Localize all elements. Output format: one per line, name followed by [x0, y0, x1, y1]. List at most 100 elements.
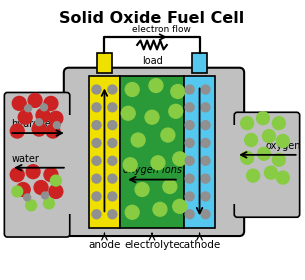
Circle shape: [46, 124, 60, 138]
Circle shape: [36, 108, 50, 122]
Circle shape: [108, 192, 117, 201]
Circle shape: [201, 103, 210, 112]
Circle shape: [108, 139, 117, 148]
Circle shape: [121, 106, 135, 120]
Circle shape: [185, 156, 194, 165]
Circle shape: [26, 165, 40, 179]
Circle shape: [169, 104, 183, 118]
Circle shape: [276, 135, 289, 148]
Circle shape: [36, 119, 42, 126]
Circle shape: [108, 121, 117, 130]
Text: load: load: [142, 56, 162, 66]
Circle shape: [247, 169, 260, 182]
Circle shape: [161, 128, 175, 142]
Circle shape: [163, 179, 177, 193]
Circle shape: [25, 105, 32, 112]
Circle shape: [125, 205, 139, 219]
Circle shape: [145, 110, 159, 124]
Circle shape: [264, 166, 277, 179]
Bar: [88, 76, 120, 228]
Circle shape: [201, 174, 210, 183]
Text: oxygen: oxygen: [265, 141, 301, 151]
Circle shape: [41, 192, 48, 199]
Circle shape: [185, 174, 194, 183]
Bar: [192, 53, 207, 73]
Circle shape: [92, 210, 101, 219]
Circle shape: [131, 133, 145, 147]
Circle shape: [263, 130, 275, 143]
Circle shape: [10, 124, 24, 138]
Circle shape: [276, 171, 289, 184]
Circle shape: [108, 174, 117, 183]
Text: cathode: cathode: [178, 240, 221, 250]
Circle shape: [171, 85, 185, 98]
Circle shape: [12, 186, 23, 197]
Circle shape: [185, 85, 194, 94]
Circle shape: [53, 122, 60, 129]
Circle shape: [185, 121, 194, 130]
Circle shape: [92, 139, 101, 148]
Text: electron flow: electron flow: [132, 25, 191, 34]
Circle shape: [185, 210, 194, 219]
Circle shape: [32, 122, 46, 136]
Circle shape: [108, 85, 117, 94]
Circle shape: [92, 85, 101, 94]
Circle shape: [201, 139, 210, 148]
Circle shape: [201, 85, 210, 94]
Circle shape: [108, 210, 117, 219]
Circle shape: [149, 79, 163, 92]
Circle shape: [241, 117, 253, 130]
Circle shape: [151, 156, 165, 170]
Text: water: water: [11, 154, 39, 164]
Circle shape: [185, 103, 194, 112]
Circle shape: [92, 156, 101, 165]
Bar: [120, 76, 184, 228]
FancyBboxPatch shape: [64, 68, 244, 236]
Circle shape: [241, 151, 253, 164]
Circle shape: [16, 183, 30, 197]
Circle shape: [44, 198, 54, 209]
Circle shape: [173, 199, 187, 213]
Circle shape: [201, 156, 210, 165]
Circle shape: [92, 103, 101, 112]
Circle shape: [41, 104, 48, 111]
FancyBboxPatch shape: [4, 92, 70, 237]
Text: oxygen ions: oxygen ions: [123, 165, 181, 175]
Circle shape: [34, 181, 48, 194]
Bar: [184, 76, 215, 228]
Circle shape: [201, 121, 210, 130]
Circle shape: [108, 103, 117, 112]
Circle shape: [257, 112, 269, 125]
Text: hydrogen: hydrogen: [11, 119, 57, 129]
Circle shape: [185, 192, 194, 201]
Circle shape: [257, 148, 271, 160]
Circle shape: [123, 158, 137, 172]
Circle shape: [153, 202, 167, 216]
Text: anode: anode: [88, 240, 121, 250]
Circle shape: [173, 152, 187, 166]
Circle shape: [201, 192, 210, 201]
Circle shape: [135, 183, 149, 197]
Circle shape: [49, 111, 63, 125]
Circle shape: [272, 117, 285, 130]
Circle shape: [92, 192, 101, 201]
Circle shape: [92, 121, 101, 130]
Circle shape: [49, 185, 63, 199]
Bar: [96, 53, 112, 73]
Circle shape: [108, 156, 117, 165]
Circle shape: [18, 110, 32, 124]
Circle shape: [92, 174, 101, 183]
Bar: [65, 115, 79, 214]
FancyBboxPatch shape: [234, 112, 300, 217]
Circle shape: [28, 94, 42, 107]
Circle shape: [26, 200, 37, 211]
Bar: [225, 125, 239, 204]
Circle shape: [10, 168, 24, 182]
Text: Solid Oxide Fuel Cell: Solid Oxide Fuel Cell: [59, 11, 245, 26]
Circle shape: [44, 96, 58, 110]
Circle shape: [125, 83, 139, 96]
Circle shape: [185, 139, 194, 148]
Circle shape: [245, 134, 257, 146]
Circle shape: [201, 210, 210, 219]
Text: electrolyte: electrolyte: [124, 240, 180, 250]
